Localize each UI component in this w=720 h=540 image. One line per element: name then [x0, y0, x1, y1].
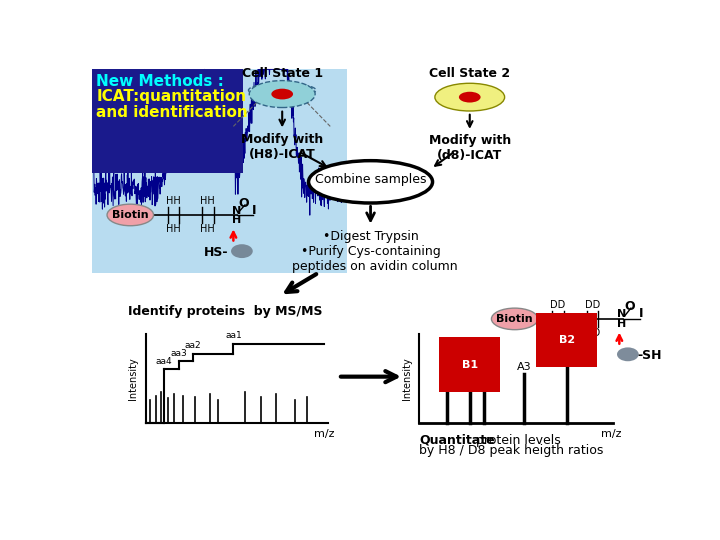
Text: Cell State 2: Cell State 2	[429, 67, 510, 80]
Text: protein levels: protein levels	[472, 434, 561, 447]
Text: and identification: and identification	[96, 105, 248, 120]
Text: aa4: aa4	[156, 357, 172, 366]
Text: N: N	[232, 206, 241, 216]
Text: Intensity: Intensity	[402, 357, 412, 400]
Text: N: N	[617, 309, 626, 319]
Text: A1: A1	[439, 349, 454, 359]
Ellipse shape	[309, 161, 433, 203]
Text: Biotin: Biotin	[112, 210, 148, 220]
Text: aa2: aa2	[185, 341, 202, 350]
Text: O: O	[238, 197, 249, 210]
Text: Biotin: Biotin	[496, 314, 533, 324]
Text: Identify proteins  by MS/MS: Identify proteins by MS/MS	[128, 305, 323, 318]
Text: m/z: m/z	[601, 429, 622, 439]
Text: H: H	[617, 319, 626, 328]
Text: aa3: aa3	[171, 349, 187, 358]
Text: Quantitate: Quantitate	[419, 434, 495, 447]
Text: by H8 / D8 peak heigth ratios: by H8 / D8 peak heigth ratios	[419, 444, 604, 457]
Text: B2: B2	[559, 335, 575, 345]
Text: -SH: -SH	[637, 349, 662, 362]
Text: Intensity: Intensity	[128, 357, 138, 400]
Text: New Methods :: New Methods :	[96, 74, 224, 89]
Ellipse shape	[617, 347, 639, 361]
Text: HS-: HS-	[204, 246, 228, 259]
Text: HH: HH	[200, 224, 215, 234]
Text: m/z: m/z	[314, 429, 334, 439]
Text: •Digest Trypsin
•Purify Cys-containing
  peptides on avidin column: •Digest Trypsin •Purify Cys-containing p…	[284, 230, 457, 273]
Text: A3: A3	[517, 362, 531, 372]
Text: B1: B1	[462, 360, 478, 370]
Text: Cell State 1: Cell State 1	[242, 67, 323, 80]
Text: aa1: aa1	[225, 332, 242, 340]
Text: Modify with
(d8)-ICAT: Modify with (d8)-ICAT	[428, 134, 511, 162]
Text: HH: HH	[166, 224, 180, 234]
Text: DD: DD	[585, 300, 600, 309]
Text: HH: HH	[200, 195, 215, 206]
Bar	[91, 69, 347, 273]
Ellipse shape	[107, 204, 153, 226]
Ellipse shape	[492, 308, 538, 330]
Text: Combine samples: Combine samples	[315, 173, 426, 186]
Text: H: H	[232, 215, 241, 225]
FancyBboxPatch shape	[91, 69, 243, 173]
Ellipse shape	[271, 89, 293, 99]
Text: A2: A2	[477, 372, 491, 382]
Text: Modify with
(H8)-ICAT: Modify with (H8)-ICAT	[241, 132, 323, 160]
Ellipse shape	[459, 92, 481, 103]
Text: DD: DD	[549, 328, 565, 338]
Text: ICAT:quantitation: ICAT:quantitation	[96, 90, 246, 104]
Text: I: I	[252, 204, 256, 217]
Text: I: I	[639, 307, 643, 320]
Ellipse shape	[435, 83, 505, 111]
Text: DD: DD	[549, 300, 565, 309]
Text: O: O	[625, 300, 636, 313]
Ellipse shape	[231, 244, 253, 258]
Text: DD: DD	[585, 328, 600, 338]
Text: HH: HH	[166, 195, 180, 206]
Ellipse shape	[249, 80, 315, 107]
